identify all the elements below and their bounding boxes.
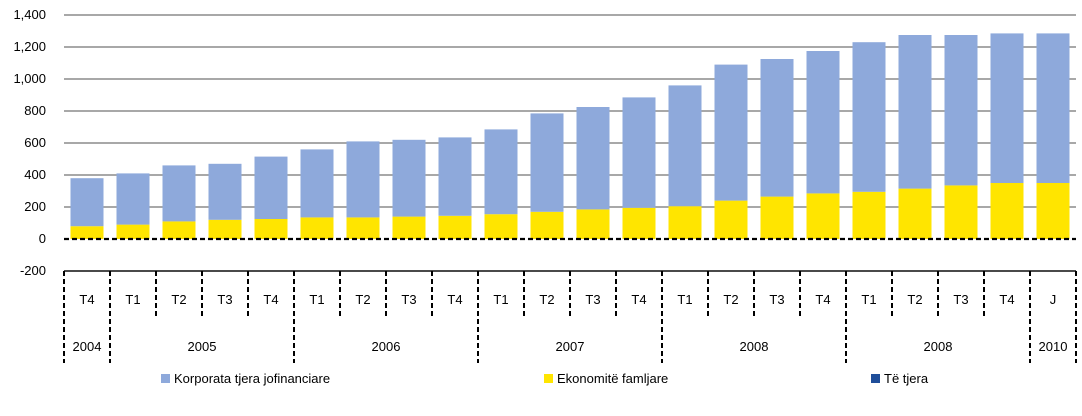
category-label: T4 bbox=[79, 292, 94, 307]
y-tick-label: 0 bbox=[39, 231, 46, 246]
bar-segment bbox=[392, 216, 426, 239]
bar-segment bbox=[300, 149, 334, 218]
y-tick-label: 200 bbox=[24, 199, 46, 214]
bar-segment bbox=[806, 193, 840, 239]
legend-label-korporata: Korporata tjera jofinanciare bbox=[174, 371, 331, 386]
category-label: T4 bbox=[263, 292, 278, 307]
bar-segment bbox=[254, 156, 288, 219]
category-label: T1 bbox=[309, 292, 324, 307]
legend-swatch-te-tjera bbox=[871, 374, 880, 383]
bar-segment bbox=[1036, 33, 1070, 184]
bar-segment bbox=[300, 217, 334, 239]
bar-segment bbox=[116, 224, 150, 239]
y-axis: 1,400 1,200 1,000 800 600 400 200 0 -200 bbox=[13, 7, 46, 278]
category-label: T4 bbox=[815, 292, 830, 307]
bar-segment bbox=[944, 185, 978, 239]
bar-segment bbox=[484, 214, 518, 239]
category-label: T3 bbox=[401, 292, 416, 307]
bar-segment bbox=[852, 191, 886, 239]
category-label: T4 bbox=[999, 292, 1014, 307]
category-label: T2 bbox=[907, 292, 922, 307]
bars bbox=[70, 33, 1070, 239]
bar-segment bbox=[576, 107, 610, 210]
bar-segment bbox=[116, 173, 150, 225]
legend-label-te-tjera: Të tjera bbox=[884, 371, 929, 386]
bar-segment bbox=[530, 211, 564, 239]
bar-segment bbox=[530, 113, 564, 212]
y-tick-label: 600 bbox=[24, 135, 46, 150]
y-tick-label: 1,000 bbox=[13, 71, 46, 86]
category-label: T4 bbox=[447, 292, 462, 307]
category-label: J bbox=[1050, 292, 1057, 307]
category-label: T3 bbox=[769, 292, 784, 307]
bar-segment bbox=[1036, 183, 1070, 239]
y-tick-label: 1,400 bbox=[13, 7, 46, 22]
category-label: T1 bbox=[493, 292, 508, 307]
bar-segment bbox=[714, 200, 748, 239]
legend-label-ekonomite: Ekonomitë famljare bbox=[557, 371, 669, 386]
year-label: 2007 bbox=[556, 339, 585, 354]
category-label: T2 bbox=[539, 292, 554, 307]
bar-segment bbox=[208, 219, 242, 239]
bar-segment bbox=[346, 217, 380, 239]
bar-segment bbox=[668, 85, 702, 207]
bar-segment bbox=[622, 207, 656, 239]
legend-item-ekonomite: Ekonomitë famljare bbox=[544, 371, 668, 386]
bar-segment bbox=[898, 35, 932, 189]
bar-segment bbox=[944, 35, 978, 186]
year-label: 2008 bbox=[740, 339, 769, 354]
bar-segment bbox=[346, 141, 380, 218]
y-tick-label: 400 bbox=[24, 167, 46, 182]
legend-item-korporata: Korporata tjera jofinanciare bbox=[161, 371, 330, 386]
category-label: T4 bbox=[631, 292, 646, 307]
bar-segment bbox=[760, 196, 794, 239]
category-label: T3 bbox=[585, 292, 600, 307]
year-label: 2005 bbox=[188, 339, 217, 354]
year-label: 2006 bbox=[372, 339, 401, 354]
bar-segment bbox=[438, 215, 472, 239]
bar-segment bbox=[254, 219, 288, 239]
bar-segment bbox=[484, 129, 518, 215]
x-axis: T4 T1 T2 T3 T4 T1 T2 T3 T4 T1 T2 T3 T4 T1 T2 T3 T4 T1 T2 T3… bbox=[63, 237, 1077, 363]
bar-segment bbox=[438, 137, 472, 216]
bar-segment bbox=[208, 163, 242, 220]
legend-swatch-ekonomite bbox=[544, 374, 553, 383]
legend-item-te-tjera: Të tjera bbox=[871, 371, 928, 386]
category-label: T1 bbox=[677, 292, 692, 307]
bar-segment bbox=[70, 226, 104, 239]
bar-segment bbox=[162, 221, 196, 239]
category-label: T2 bbox=[355, 292, 370, 307]
legend-swatch-korporata bbox=[161, 374, 170, 383]
year-label: 2010 bbox=[1039, 339, 1068, 354]
bar-segment bbox=[990, 33, 1024, 184]
y-tick-label: 1,200 bbox=[13, 39, 46, 54]
bar-segment bbox=[806, 51, 840, 194]
category-label: T3 bbox=[953, 292, 968, 307]
category-label: T1 bbox=[861, 292, 876, 307]
legend: Korporata tjera jofinanciare Ekonomitë f… bbox=[0, 371, 1082, 391]
year-label: 2004 bbox=[73, 339, 102, 354]
bar-segment bbox=[622, 97, 656, 208]
bar-segment bbox=[898, 188, 932, 239]
y-tick-label: -200 bbox=[20, 263, 46, 278]
bar-segment bbox=[392, 139, 426, 217]
category-label: T2 bbox=[171, 292, 186, 307]
y-tick-label: 800 bbox=[24, 103, 46, 118]
bar-segment bbox=[576, 209, 610, 239]
category-label: T1 bbox=[125, 292, 140, 307]
category-label: T2 bbox=[723, 292, 738, 307]
bar-segment bbox=[668, 206, 702, 239]
bar-segment bbox=[70, 178, 104, 227]
year-label: 2008 bbox=[924, 339, 953, 354]
bar-segment bbox=[714, 64, 748, 201]
bar-segment bbox=[162, 165, 196, 222]
bar-segment bbox=[990, 183, 1024, 239]
category-label: T3 bbox=[217, 292, 232, 307]
bar-segment bbox=[760, 59, 794, 197]
bar-segment bbox=[852, 42, 886, 192]
